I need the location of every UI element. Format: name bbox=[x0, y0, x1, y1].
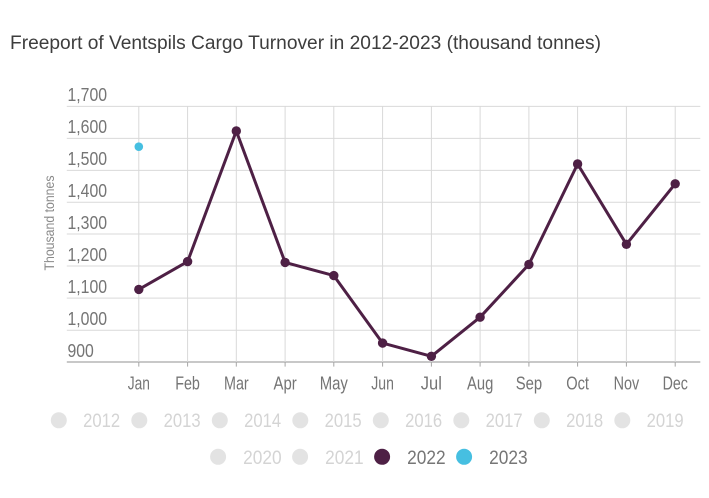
svg-text:Thousand tonnes: Thousand tonnes bbox=[42, 175, 57, 270]
svg-text:2021: 2021 bbox=[325, 448, 364, 469]
svg-text:2020: 2020 bbox=[243, 448, 282, 469]
svg-text:1,600: 1,600 bbox=[68, 117, 108, 137]
svg-text:Feb: Feb bbox=[175, 374, 200, 394]
svg-text:Jan: Jan bbox=[128, 374, 150, 394]
svg-text:2013: 2013 bbox=[164, 411, 201, 432]
svg-text:Nov: Nov bbox=[614, 374, 640, 394]
svg-text:Oct: Oct bbox=[566, 374, 589, 394]
svg-text:Apr: Apr bbox=[274, 374, 297, 394]
svg-text:1,000: 1,000 bbox=[68, 309, 108, 329]
svg-text:2018: 2018 bbox=[566, 411, 603, 432]
svg-text:2015: 2015 bbox=[325, 411, 362, 432]
svg-text:1,700: 1,700 bbox=[68, 85, 108, 105]
svg-text:2022: 2022 bbox=[407, 448, 446, 469]
svg-text:1,500: 1,500 bbox=[68, 149, 108, 169]
svg-text:2014: 2014 bbox=[244, 411, 281, 432]
svg-text:900: 900 bbox=[68, 341, 94, 361]
svg-text:Jul: Jul bbox=[421, 374, 442, 394]
svg-text:1,300: 1,300 bbox=[68, 213, 108, 233]
svg-text:1,400: 1,400 bbox=[68, 181, 108, 201]
svg-text:1,100: 1,100 bbox=[68, 277, 108, 297]
svg-text:Jun: Jun bbox=[371, 374, 394, 394]
svg-text:2017: 2017 bbox=[486, 411, 523, 432]
svg-text:2016: 2016 bbox=[405, 411, 442, 432]
svg-text:Sep: Sep bbox=[516, 374, 542, 394]
svg-text:Freeport of Ventspils Cargo Tu: Freeport of Ventspils Cargo Turnover in … bbox=[10, 33, 601, 54]
svg-text:2012: 2012 bbox=[83, 411, 120, 432]
svg-text:2023: 2023 bbox=[489, 448, 527, 469]
svg-text:Aug: Aug bbox=[467, 374, 493, 394]
svg-text:2019: 2019 bbox=[647, 411, 684, 432]
svg-text:1,200: 1,200 bbox=[68, 245, 108, 265]
svg-text:May: May bbox=[320, 374, 348, 394]
svg-text:Dec: Dec bbox=[663, 374, 688, 394]
svg-text:Mar: Mar bbox=[224, 374, 249, 394]
